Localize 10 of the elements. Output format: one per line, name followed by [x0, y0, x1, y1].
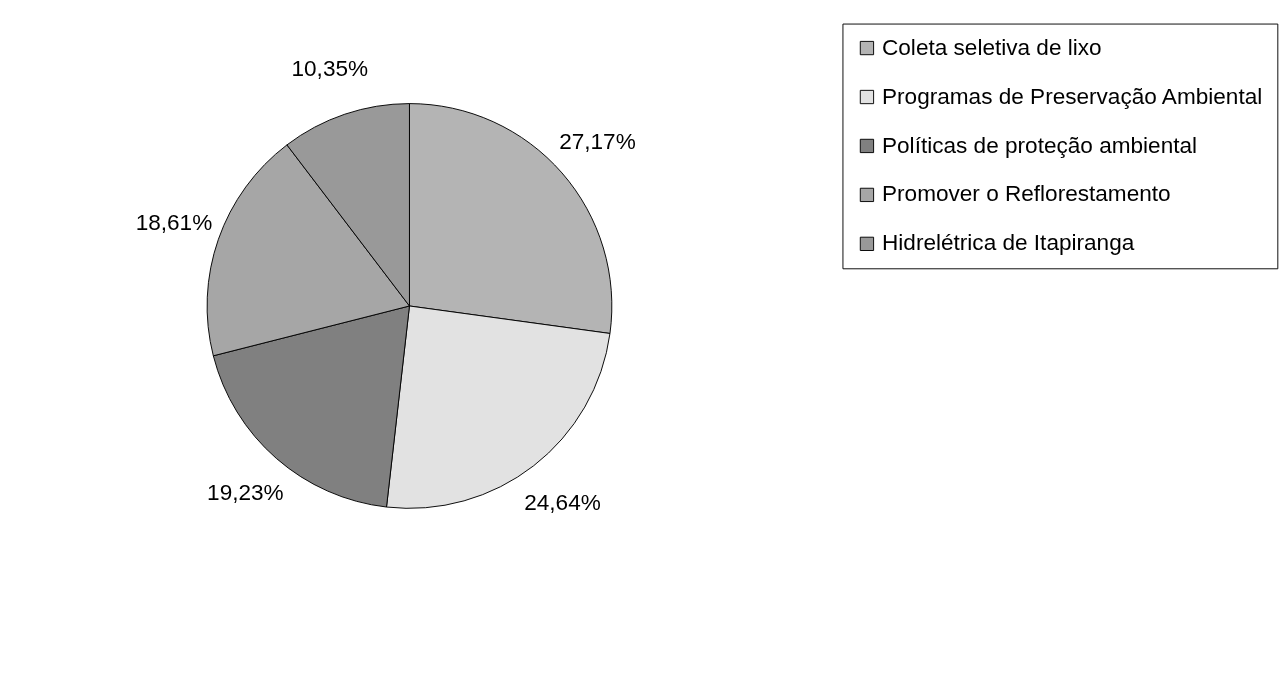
legend-label: Programas de Preservação Ambiental — [882, 83, 1263, 109]
legend-label: Promover o Reflorestamento — [882, 181, 1171, 207]
data-label: 18,61% — [135, 210, 213, 236]
legend-label: Políticas de proteção ambiental — [882, 132, 1198, 158]
data-label: 10,35% — [291, 56, 369, 82]
legend-label: Coleta seletiva de lixo — [882, 34, 1102, 60]
legend-label: Hidrelétrica de Itapiranga — [882, 230, 1135, 256]
data-label: 27,17% — [559, 128, 636, 154]
data-label: 19,23% — [207, 480, 284, 506]
data-label: 24,64% — [524, 489, 601, 515]
